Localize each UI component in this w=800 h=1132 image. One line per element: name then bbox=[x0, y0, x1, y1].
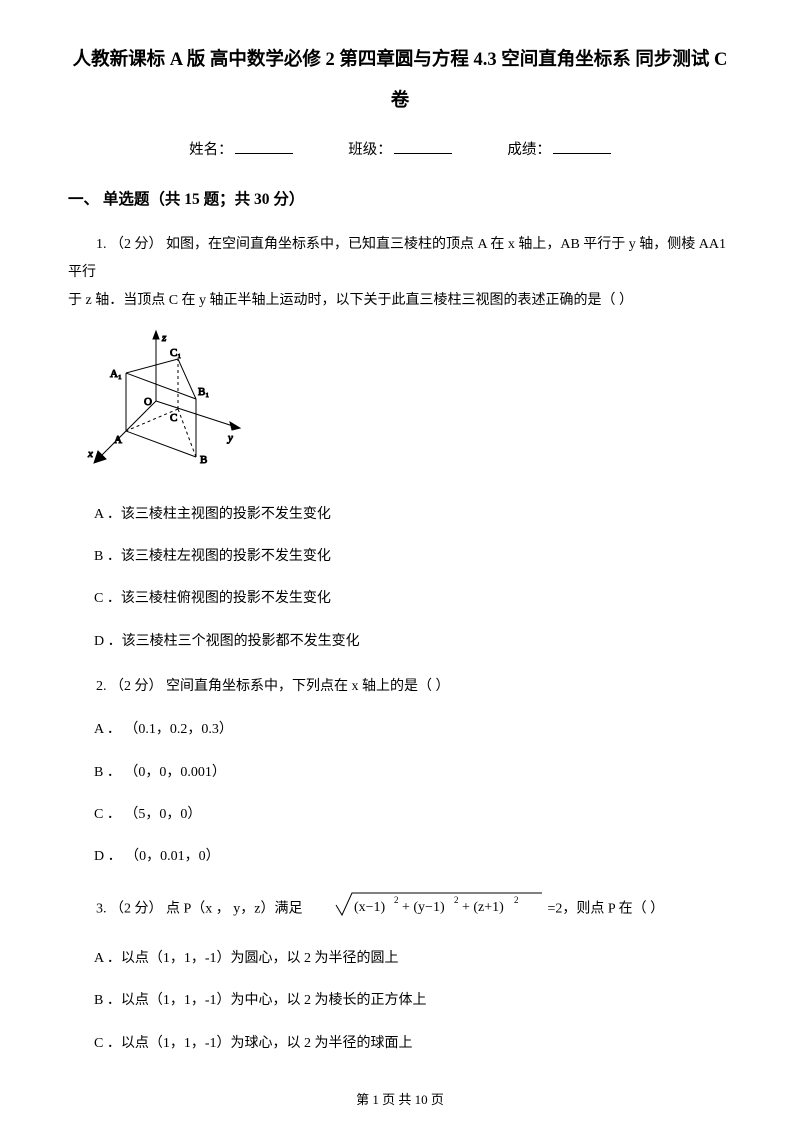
svg-text:C: C bbox=[170, 412, 177, 424]
q1-line2: 于 z 轴．当顶点 C 在 y 轴正半轴上运动时，以下关于此直三棱柱三视图的表述… bbox=[68, 287, 732, 315]
page-footer: 第 1 页 共 10 页 bbox=[0, 1089, 800, 1108]
question-1: 1. （2 分） 如图，在空间直角坐标系中，已知直三棱柱的顶点 A 在 x 轴上… bbox=[68, 231, 732, 654]
svg-text:A₁: A₁ bbox=[110, 368, 122, 380]
svg-text:B: B bbox=[200, 454, 207, 466]
q2-opt-a: A ． （0.1，0.2，0.3） bbox=[94, 719, 732, 741]
svg-text:B₁: B₁ bbox=[198, 386, 209, 398]
sqrt-formula-icon: (x−1) 2 + (y−1) 2 + (z+1) 2 bbox=[306, 889, 544, 930]
prism-diagram: z y x O bbox=[78, 329, 732, 484]
info-row: 姓名： 班级： 成绩： bbox=[68, 138, 732, 159]
svg-text:O: O bbox=[144, 396, 152, 408]
svg-text:+ (y−1): + (y−1) bbox=[402, 900, 445, 915]
name-blank bbox=[235, 140, 293, 154]
svg-text:y: y bbox=[227, 432, 233, 444]
q1-opt-c: C ．该三棱柱俯视图的投影不发生变化 bbox=[94, 588, 732, 610]
svg-text:z: z bbox=[161, 332, 167, 344]
class-blank bbox=[394, 140, 452, 154]
q2-opt-d: D ． （0，0.01，0） bbox=[94, 846, 732, 868]
svg-text:+ (z+1): + (z+1) bbox=[462, 900, 504, 915]
svg-text:C₁: C₁ bbox=[170, 347, 181, 359]
q3-stem: 3. （2 分） 点 P（x ， y，z）满足 (x−1) 2 + (y−1) … bbox=[68, 889, 732, 930]
q1-line1: 1. （2 分） 如图，在空间直角坐标系中，已知直三棱柱的顶点 A 在 x 轴上… bbox=[68, 231, 732, 287]
section-header: 一、 单选题（共 15 题；共 30 分） bbox=[68, 187, 732, 209]
q1-opt-d: D ．该三棱柱三个视图的投影都不发生变化 bbox=[94, 631, 732, 653]
svg-text:(x−1): (x−1) bbox=[354, 900, 386, 915]
name-label: 姓名： bbox=[189, 138, 233, 159]
q2-stem: 2. （2 分） 空间直角坐标系中，下列点在 x 轴上的是（ ） bbox=[68, 673, 732, 701]
q2-opt-b: B ． （0，0，0.001） bbox=[94, 762, 732, 784]
svg-text:2: 2 bbox=[454, 895, 459, 905]
q3-stem-post: =2，则点 P 在（ ） bbox=[548, 901, 665, 916]
doc-title-line2: 卷 bbox=[68, 86, 732, 112]
q2-opt-c: C ． （5，0，0） bbox=[94, 804, 732, 826]
svg-text:x: x bbox=[87, 448, 93, 460]
q1-opt-a: A ．该三棱柱主视图的投影不发生变化 bbox=[94, 504, 732, 526]
question-3: 3. （2 分） 点 P（x ， y，z）满足 (x−1) 2 + (y−1) … bbox=[68, 889, 732, 1055]
svg-text:2: 2 bbox=[514, 895, 519, 905]
doc-title-line1: 人教新课标 A 版 高中数学必修 2 第四章圆与方程 4.3 空间直角坐标系 同… bbox=[68, 46, 732, 76]
q3-opt-a: A ．以点（1，1，-1）为圆心，以 2 为半径的圆上 bbox=[94, 948, 732, 970]
svg-text:2: 2 bbox=[394, 895, 399, 905]
q1-opt-b: B ．该三棱柱左视图的投影不发生变化 bbox=[94, 546, 732, 568]
q3-opt-b: B ．以点（1，1，-1）为中心，以 2 为棱长的正方体上 bbox=[94, 990, 732, 1012]
score-label: 成绩： bbox=[507, 138, 551, 159]
svg-text:A: A bbox=[114, 434, 122, 446]
question-2: 2. （2 分） 空间直角坐标系中，下列点在 x 轴上的是（ ） A ． （0.… bbox=[68, 673, 732, 869]
class-label: 班级： bbox=[348, 138, 392, 159]
score-blank bbox=[553, 140, 611, 154]
q3-stem-pre: 3. （2 分） 点 P（x ， y，z）满足 bbox=[96, 901, 306, 916]
q3-opt-c: C ．以点（1，1，-1）为球心，以 2 为半径的球面上 bbox=[94, 1033, 732, 1055]
